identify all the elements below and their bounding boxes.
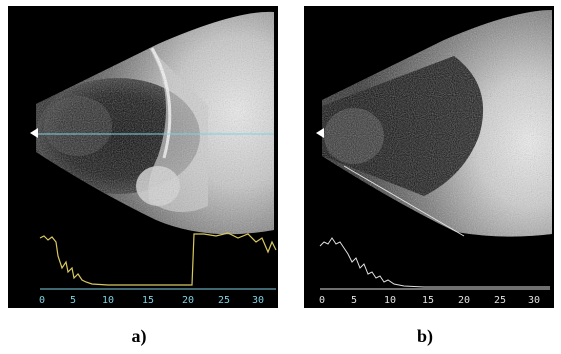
tick-label: 20 [182,295,194,306]
tick-label: 0 [319,295,325,306]
tick-label: 5 [70,295,76,306]
probe-marker-icon [30,128,38,138]
ultrasound-scan-a: 0 5 10 15 20 25 30 [8,6,278,308]
tick-label: 15 [422,295,434,306]
ultrasound-scan-b: 0 5 10 15 20 25 30 [304,6,554,308]
tick-label: 30 [528,295,540,306]
b-scan-image-a: 0 5 10 15 20 25 30 [30,11,277,306]
tick-label: 25 [494,295,506,306]
a-scan-trace-a [39,232,277,286]
tick-label: 10 [384,295,396,306]
tick-label: 0 [39,295,45,306]
tick-label: 20 [458,295,470,306]
tick-label: 5 [351,295,357,306]
b-scan-image-b: 0 5 10 15 20 25 30 [316,10,552,306]
scan-guide-line [343,165,465,237]
a-scan-trace-b [319,237,550,288]
tick-label: 15 [142,295,154,306]
tick-label: 10 [102,295,114,306]
probe-marker-icon [316,128,324,138]
tick-label: 25 [218,295,230,306]
caption-b: b) [416,326,433,346]
tick-label: 30 [252,295,264,306]
caption-a: a) [131,326,147,346]
